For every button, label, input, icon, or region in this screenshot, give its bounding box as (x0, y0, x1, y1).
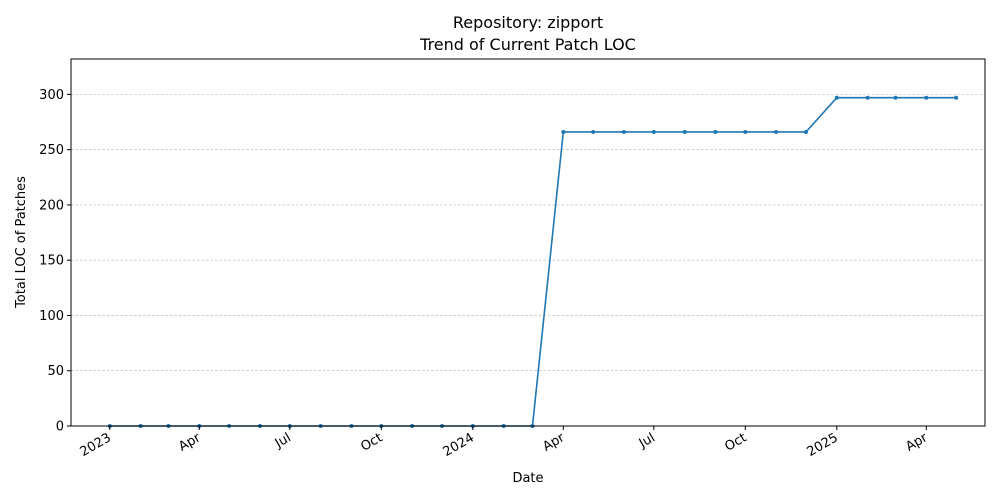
y-axis-ticks: 0 50 100 150 200 250 300 (39, 88, 71, 435)
x-tick-label: Apr (903, 430, 931, 455)
y-axis-label: Total LOC of Patches (14, 176, 29, 309)
x-tick-label: Apr (540, 430, 568, 455)
y-tick-label: 50 (47, 364, 64, 379)
x-tick-label: Oct (358, 430, 385, 454)
data-point (743, 129, 748, 134)
data-point (713, 129, 718, 134)
plot-frame (70, 58, 986, 427)
data-point (591, 129, 596, 134)
y-tick-label: 100 (39, 309, 64, 324)
y-tick-label: 150 (39, 254, 64, 269)
data-point (561, 129, 566, 134)
x-tick-label: Oct (722, 430, 749, 454)
data-point (924, 95, 929, 100)
data-point (834, 95, 839, 100)
data-point (774, 129, 779, 134)
y-tick-label: 300 (39, 88, 64, 103)
x-tick-label: Jul (272, 430, 294, 451)
y-tick-label: 0 (56, 420, 64, 435)
x-axis-label: Date (512, 471, 543, 486)
data-point (682, 129, 687, 134)
chart-subtitle: Trend of Current Patch LOC (419, 35, 636, 54)
y-tick-label: 250 (39, 143, 64, 158)
x-tick-label: Jul (636, 430, 658, 451)
data-point (865, 95, 870, 100)
data-point (954, 95, 959, 100)
chart-title: Repository: zipport (453, 13, 603, 32)
data-point (803, 129, 808, 134)
x-axis-ticks: 2023 Apr Jul Oct 2024 Apr Jul Oct 2025 Apr (78, 426, 931, 460)
series-layer (107, 95, 959, 428)
data-point (651, 129, 656, 134)
data-point (893, 95, 898, 100)
y-tick-label: 200 (39, 198, 64, 213)
grid-lines (71, 94, 985, 372)
x-tick-label: 2024 (441, 430, 477, 460)
data-point (621, 129, 626, 134)
x-tick-label: Apr (176, 430, 204, 455)
series-line (109, 96, 957, 427)
x-tick-label: 2023 (78, 430, 114, 460)
x-tick-label: 2025 (805, 430, 841, 460)
